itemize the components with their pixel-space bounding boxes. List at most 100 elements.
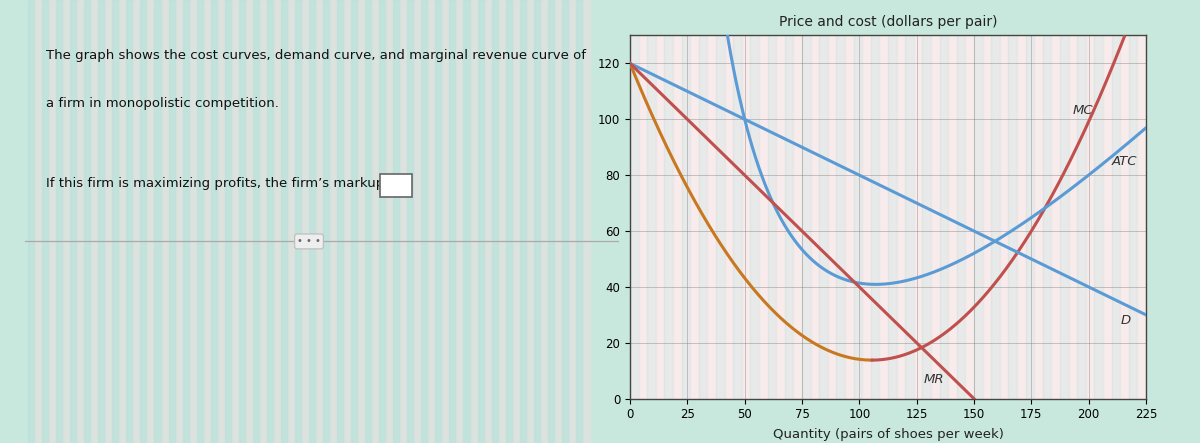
- Bar: [71, 0, 77, 443]
- Bar: [541, 0, 547, 443]
- Bar: [716, 35, 725, 399]
- Bar: [665, 35, 673, 399]
- Bar: [708, 35, 716, 399]
- Bar: [1121, 35, 1129, 399]
- Bar: [923, 35, 931, 399]
- Bar: [1060, 35, 1068, 399]
- Bar: [428, 0, 436, 443]
- Text: D: D: [1121, 314, 1132, 327]
- Title: Price and cost (dollars per pair): Price and cost (dollars per pair): [779, 15, 997, 29]
- Bar: [1051, 35, 1060, 399]
- Bar: [655, 35, 665, 399]
- Bar: [547, 0, 554, 443]
- Bar: [463, 0, 470, 443]
- Bar: [344, 0, 352, 443]
- Bar: [863, 35, 871, 399]
- Bar: [512, 0, 520, 443]
- Bar: [1026, 35, 1034, 399]
- Bar: [1129, 35, 1138, 399]
- Bar: [630, 35, 638, 399]
- Bar: [162, 0, 168, 443]
- Bar: [456, 0, 463, 443]
- Bar: [1078, 35, 1086, 399]
- Bar: [871, 35, 880, 399]
- Bar: [647, 35, 656, 399]
- Bar: [569, 0, 576, 443]
- Bar: [820, 35, 828, 399]
- Bar: [232, 0, 239, 443]
- Bar: [49, 0, 56, 443]
- Bar: [168, 0, 175, 443]
- Text: The graph shows the cost curves, demand curve, and marginal revenue curve of: The graph shows the cost curves, demand …: [47, 49, 587, 62]
- Bar: [576, 0, 583, 443]
- Bar: [760, 35, 768, 399]
- Bar: [520, 0, 527, 443]
- Bar: [308, 0, 316, 443]
- Bar: [682, 35, 690, 399]
- Bar: [64, 0, 71, 443]
- Bar: [302, 0, 308, 443]
- Bar: [914, 35, 923, 399]
- Bar: [485, 0, 492, 443]
- Bar: [323, 0, 330, 443]
- Bar: [1000, 35, 1008, 399]
- Bar: [182, 0, 190, 443]
- Bar: [288, 0, 295, 443]
- Bar: [768, 35, 776, 399]
- Bar: [217, 0, 224, 443]
- Bar: [583, 0, 590, 443]
- Text: ATC: ATC: [1111, 155, 1138, 168]
- Bar: [1094, 35, 1103, 399]
- Bar: [204, 0, 211, 443]
- Bar: [407, 0, 414, 443]
- Bar: [175, 0, 182, 443]
- Bar: [750, 35, 760, 399]
- Bar: [119, 0, 126, 443]
- Text: If this firm is maximizing profits, the firm’s markup is $: If this firm is maximizing profits, the …: [47, 177, 413, 190]
- Bar: [84, 0, 91, 443]
- Text: • • •: • • •: [298, 237, 320, 246]
- Bar: [1034, 35, 1043, 399]
- Bar: [931, 35, 940, 399]
- Bar: [260, 0, 266, 443]
- Bar: [190, 0, 197, 443]
- Bar: [1086, 35, 1094, 399]
- Bar: [380, 174, 413, 197]
- Bar: [1008, 35, 1018, 399]
- Bar: [197, 0, 204, 443]
- Bar: [266, 0, 274, 443]
- Bar: [853, 35, 863, 399]
- Bar: [126, 0, 133, 443]
- Bar: [554, 0, 562, 443]
- Bar: [956, 35, 965, 399]
- Bar: [148, 0, 155, 443]
- Bar: [562, 0, 569, 443]
- Bar: [698, 35, 708, 399]
- Bar: [828, 35, 836, 399]
- Bar: [966, 35, 974, 399]
- Bar: [527, 0, 534, 443]
- Bar: [421, 0, 428, 443]
- Bar: [246, 0, 253, 443]
- Bar: [28, 0, 35, 443]
- Bar: [673, 35, 682, 399]
- Bar: [1138, 35, 1146, 399]
- Bar: [414, 0, 421, 443]
- Bar: [733, 35, 742, 399]
- Bar: [1111, 35, 1120, 399]
- Bar: [690, 35, 698, 399]
- Bar: [450, 0, 456, 443]
- Bar: [295, 0, 302, 443]
- Bar: [77, 0, 84, 443]
- Bar: [106, 0, 113, 443]
- Bar: [443, 0, 450, 443]
- Bar: [274, 0, 281, 443]
- Bar: [905, 35, 914, 399]
- Bar: [940, 35, 948, 399]
- Bar: [42, 0, 49, 443]
- Bar: [845, 35, 853, 399]
- Bar: [470, 0, 478, 443]
- Bar: [281, 0, 288, 443]
- Bar: [113, 0, 119, 443]
- Bar: [436, 0, 443, 443]
